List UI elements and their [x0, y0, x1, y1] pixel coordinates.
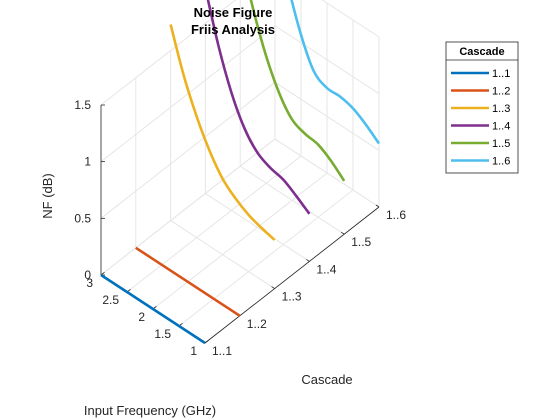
z-tick-label: 0	[84, 268, 91, 282]
y-tick-label: 1..4	[316, 262, 336, 276]
y-tick-mark	[271, 286, 275, 289]
y-tick-label: 1..3	[282, 290, 302, 304]
grid-line	[178, 189, 354, 327]
z-tick-label: 1	[84, 155, 91, 169]
x-tick-label: 1	[190, 344, 197, 358]
z-tick-label: 0.5	[74, 211, 91, 225]
legend-label-2: 1..2	[492, 86, 510, 98]
y-axis-label: Cascade	[301, 372, 352, 387]
x-tick-label: 1.5	[154, 327, 171, 341]
legend-label-4: 1..4	[492, 121, 510, 133]
series-line-2	[135, 246, 241, 317]
series-line-5	[249, 0, 346, 182]
legend-label-3: 1..3	[492, 103, 510, 115]
legend-label-6: 1..6	[492, 156, 510, 168]
x-axis-label: Input Frequency (GHz)	[84, 403, 216, 418]
series-line-3	[169, 24, 276, 241]
z-tick-label: 1.5	[74, 98, 91, 112]
grid-line	[126, 155, 302, 293]
y-tick-mark	[306, 259, 310, 262]
chart-title-line-1: Noise Figure	[194, 5, 273, 20]
grid-line	[100, 25, 380, 163]
legend-label-5: 1..5	[492, 138, 510, 150]
tick-labels: 1 1.5 2 2.5 3 1..1 1..2 1..3 1..4 1..5 1..6 0 0.5 1 1.…	[74, 98, 406, 358]
y-tick-label: 1..2	[247, 317, 267, 331]
series-line-4	[206, 0, 311, 215]
x-tick-label: 2.5	[102, 293, 119, 307]
legend: Cascade 1..1 1..2 1..3 1..4 1..5 1..6	[445, 41, 519, 174]
legend-entries: 1..1 1..2 1..3 1..4 1..5 1..6	[451, 68, 510, 168]
series-line-6	[290, 0, 381, 145]
grid-line	[100, 0, 380, 106]
legend-title: Cascade	[459, 46, 504, 58]
y-tick-label: 1..1	[212, 344, 232, 358]
plot-lines	[100, 0, 381, 345]
y-axis-line	[204, 206, 380, 344]
x-tick-label: 2	[138, 310, 145, 324]
series-line-1	[100, 273, 206, 345]
y-tick-mark	[375, 204, 380, 208]
x-tick-label: 3	[86, 276, 93, 290]
legend-label-1: 1..1	[492, 68, 510, 80]
chart-title-line-2: Friis Analysis	[191, 22, 275, 37]
y-tick-label: 1..6	[386, 208, 406, 222]
y-tick-label: 1..5	[351, 235, 371, 249]
y-tick-mark	[340, 231, 345, 235]
grid-line	[100, 138, 380, 276]
grid-line	[152, 172, 328, 310]
z-axis-label: NF (dB)	[40, 173, 55, 219]
x-tick-mark	[204, 339, 209, 344]
